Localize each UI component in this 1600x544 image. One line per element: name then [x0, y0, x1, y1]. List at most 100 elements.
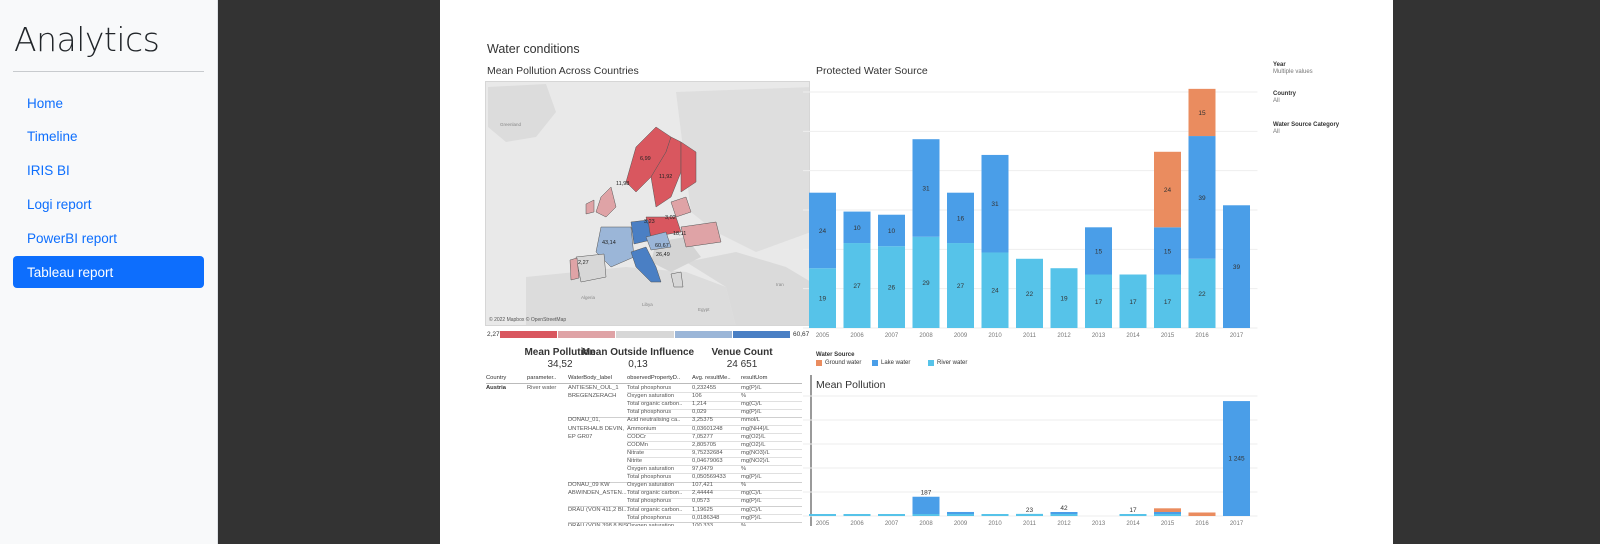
- x-tick-label: 2014: [1126, 521, 1140, 527]
- legend-item-river-water[interactable]: River water: [928, 360, 967, 366]
- kpi-venue-count: Venue Count 24 651: [677, 347, 807, 370]
- legend-item-ground-water[interactable]: Ground water: [816, 360, 861, 366]
- measurement-table[interactable]: Country parameter.. WaterBody_label observe…: [486, 375, 812, 526]
- filter-year[interactable]: Year Multiple values: [1273, 62, 1313, 75]
- bar-segment: [1016, 513, 1043, 516]
- protected-water-source-chart[interactable]: 19 24 2005 27 10 2006 26 10 2007 29 31 2008 27 16 2009…: [800, 78, 1320, 348]
- map-country-label: 11,92: [659, 174, 673, 180]
- table-cell-unit: mg{NH4}/L: [741, 425, 770, 432]
- x-tick-label: 2008: [919, 521, 933, 527]
- x-tick-label: 2006: [850, 333, 864, 339]
- table-cell-waterbody: DRAU (VON 398,8 BIS: [568, 522, 628, 526]
- table-cell-unit: mg{P}/L: [741, 514, 762, 521]
- bar-segment: [1154, 227, 1181, 275]
- table-header: resultUom: [741, 375, 768, 381]
- legend-swatch: [872, 360, 878, 366]
- table-cell-value: 7,05277: [692, 433, 713, 440]
- x-tick-label: 2013: [1092, 333, 1106, 339]
- x-tick-label: 2012: [1057, 521, 1071, 527]
- table-cell-value: 0,050569433: [692, 474, 726, 481]
- dashboard-title: Water conditions: [487, 42, 580, 56]
- table-row-divider: [627, 513, 802, 515]
- nav-item-powerbi-report[interactable]: PowerBI report: [27, 230, 118, 246]
- data-label: 19: [819, 296, 827, 303]
- bar-segment: [912, 514, 940, 516]
- table-row-divider: [627, 392, 802, 394]
- map-region-label: Libya: [642, 302, 653, 307]
- bar-segment: [809, 268, 836, 328]
- table-cell-value: 0,0186348: [692, 514, 720, 521]
- nav-item-iris-bi[interactable]: IRIS BI: [27, 162, 70, 178]
- table-cell-unit: mg{P}/L: [741, 409, 762, 416]
- table-cell-property: Oxygen saturation: [627, 466, 675, 472]
- table-cell-waterbody: DRAU (VON 411,2 BI...: [568, 506, 629, 513]
- table-cell-property: CODMn: [627, 441, 648, 448]
- legend-label: River water: [937, 360, 968, 366]
- x-tick-label: 2010: [988, 521, 1002, 527]
- x-tick-label: 2013: [1092, 521, 1106, 527]
- x-tick-label: 2006: [850, 521, 864, 527]
- bar-segment: [809, 514, 836, 516]
- kpi-label: Mean Outside Influence: [581, 347, 695, 358]
- kpi-value: 34,52: [547, 359, 573, 370]
- ramp-segment: [732, 331, 791, 338]
- table-cell-unit: %: [741, 466, 747, 472]
- filter-water-source-category[interactable]: Water Source Category All: [1273, 122, 1339, 135]
- table-cell-value: 0,232455: [692, 385, 717, 391]
- x-tick-label: 2017: [1230, 333, 1244, 339]
- data-label: 1 245: [1228, 456, 1245, 463]
- country-czech: [645, 231, 672, 251]
- data-label: 17: [1164, 299, 1172, 306]
- x-tick-label: 2015: [1161, 521, 1175, 527]
- table-cell-property: Total organic carbon..: [627, 401, 683, 408]
- table-row-divider: [627, 497, 802, 499]
- table-cell-value: 107,421: [692, 482, 713, 489]
- data-label: 24: [991, 288, 999, 295]
- data-label: 19: [1060, 296, 1068, 303]
- table-cell-property: CODCr: [627, 433, 646, 440]
- nav-item-timeline[interactable]: Timeline: [27, 128, 78, 144]
- filter-country[interactable]: Country All: [1273, 91, 1296, 104]
- kpi-value: 0,13: [628, 359, 648, 370]
- bar-segment: [1016, 258, 1043, 328]
- legend-title: Water Source: [816, 352, 855, 358]
- bar-segment: [1050, 514, 1078, 516]
- nav-item-logi-report[interactable]: Logi report: [27, 196, 92, 212]
- table-cell-waterbody: BREGENZERACH: [568, 393, 617, 400]
- table-cell-unit: mg{NO3}/L: [741, 449, 770, 456]
- table-cell-waterbody: ABWINDEN_ASTEN...: [568, 490, 627, 497]
- bar-segment: [1154, 514, 1181, 516]
- map-country-label: 18,11: [673, 231, 687, 237]
- map-credit: © 2022 Mapbox © OpenStreetMap: [489, 317, 567, 323]
- table-cell-value: 0,029: [692, 409, 707, 416]
- mean-pollution-chart[interactable]: 2005 2006 2007 187 2008 2009 2010 23 2011 42 2012 2…: [800, 390, 1320, 530]
- ramp-segment: [558, 331, 616, 338]
- table-cell-waterbody: DONAU_09 KW: [568, 482, 610, 489]
- data-label: 29: [922, 280, 930, 287]
- table-cell-property: Oxygen saturation: [627, 482, 675, 489]
- table-row-divider: [627, 465, 802, 467]
- table-header: parameter..: [527, 375, 557, 381]
- legend-item-lake-water[interactable]: Lake water: [872, 360, 910, 366]
- bar-segment: [947, 243, 974, 328]
- nav-item-tableau-report[interactable]: Tableau report: [13, 256, 204, 288]
- sidebar: Analytics Home Timeline IRIS BI Logi rep…: [0, 0, 218, 544]
- bar-segment: [912, 496, 940, 514]
- data-label: 16: [957, 215, 965, 222]
- filter-value: All: [1273, 98, 1280, 104]
- table-cell-unit: mg{C}/L: [741, 401, 762, 408]
- bar-segment: [1085, 274, 1112, 328]
- ramp-max-label: 60,67: [793, 331, 810, 338]
- data-label: 31: [922, 185, 930, 192]
- landmass-africa: [526, 267, 736, 325]
- bar-segment: [1188, 88, 1216, 137]
- data-label: 26: [888, 285, 896, 292]
- table-cell-property: Total organic carbon..: [627, 490, 683, 497]
- table-cell-property: Nitrite: [627, 457, 643, 464]
- nav-item-home[interactable]: Home: [27, 95, 64, 111]
- data-label: 17: [1129, 507, 1137, 514]
- pollution-map[interactable]: Greenland Algeria Libya Egypt Iran 6,99 …: [485, 81, 810, 326]
- country-uk: [595, 186, 617, 218]
- bar-segment: [981, 514, 1009, 516]
- table-row-divider: [627, 400, 802, 402]
